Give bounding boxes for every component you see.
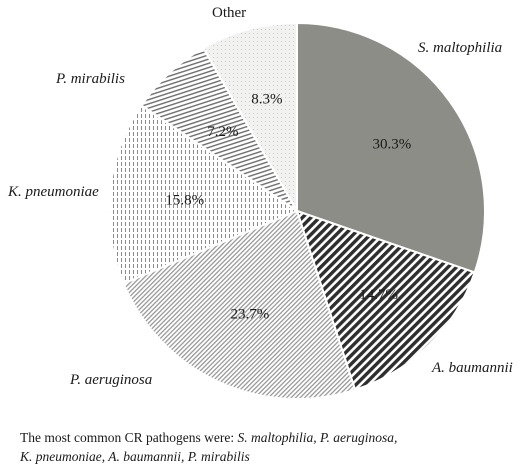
- pie-slice-p-aeruginosa: [122, 209, 357, 400]
- category-label-other: Other: [212, 5, 246, 21]
- value-label-p-aeruginosa: 23.7%: [231, 307, 270, 323]
- pie-slice-k-pneumoniae: [108, 103, 300, 285]
- category-label-a-baumannii: A. baumannii: [431, 360, 513, 376]
- pie-slice-other: [201, 21, 298, 215]
- value-label-a-baumannii: 14.7%: [359, 287, 398, 303]
- pie-category-labels: S. maltophilia A. baumannii P. aeruginosa K…: [7, 5, 513, 388]
- category-label-p-aeruginosa: P. aeruginosa: [69, 372, 152, 388]
- category-label-s-maltophilia: S. maltophilia: [418, 40, 502, 56]
- value-label-p-mirabilis: 7.2%: [207, 124, 238, 140]
- value-label-other: 8.3%: [251, 91, 282, 107]
- caption-pathogens-line1: S. maltophilia, P. aeruginosa,: [237, 430, 398, 445]
- category-label-k-pneumoniae: K. pneumoniae: [7, 184, 99, 200]
- figure-caption: The most common CR pathogens were: S. ma…: [20, 428, 510, 466]
- pie-value-labels: 30.3% 14.7% 23.7% 15.8% 7.2% 8.3%: [165, 91, 411, 322]
- caption-pathogens-line2: K. pneumoniae, A. baumannii, P. mirabili…: [20, 449, 250, 464]
- value-label-s-maltophilia: 30.3%: [373, 136, 412, 152]
- pie-slice-s-maltophilia: [296, 21, 486, 274]
- pie-slices: [108, 21, 486, 400]
- value-label-k-pneumoniae: 15.8%: [165, 193, 204, 209]
- category-label-p-mirabilis: P. mirabilis: [55, 71, 125, 87]
- caption-prefix: The most common CR pathogens were:: [20, 430, 238, 445]
